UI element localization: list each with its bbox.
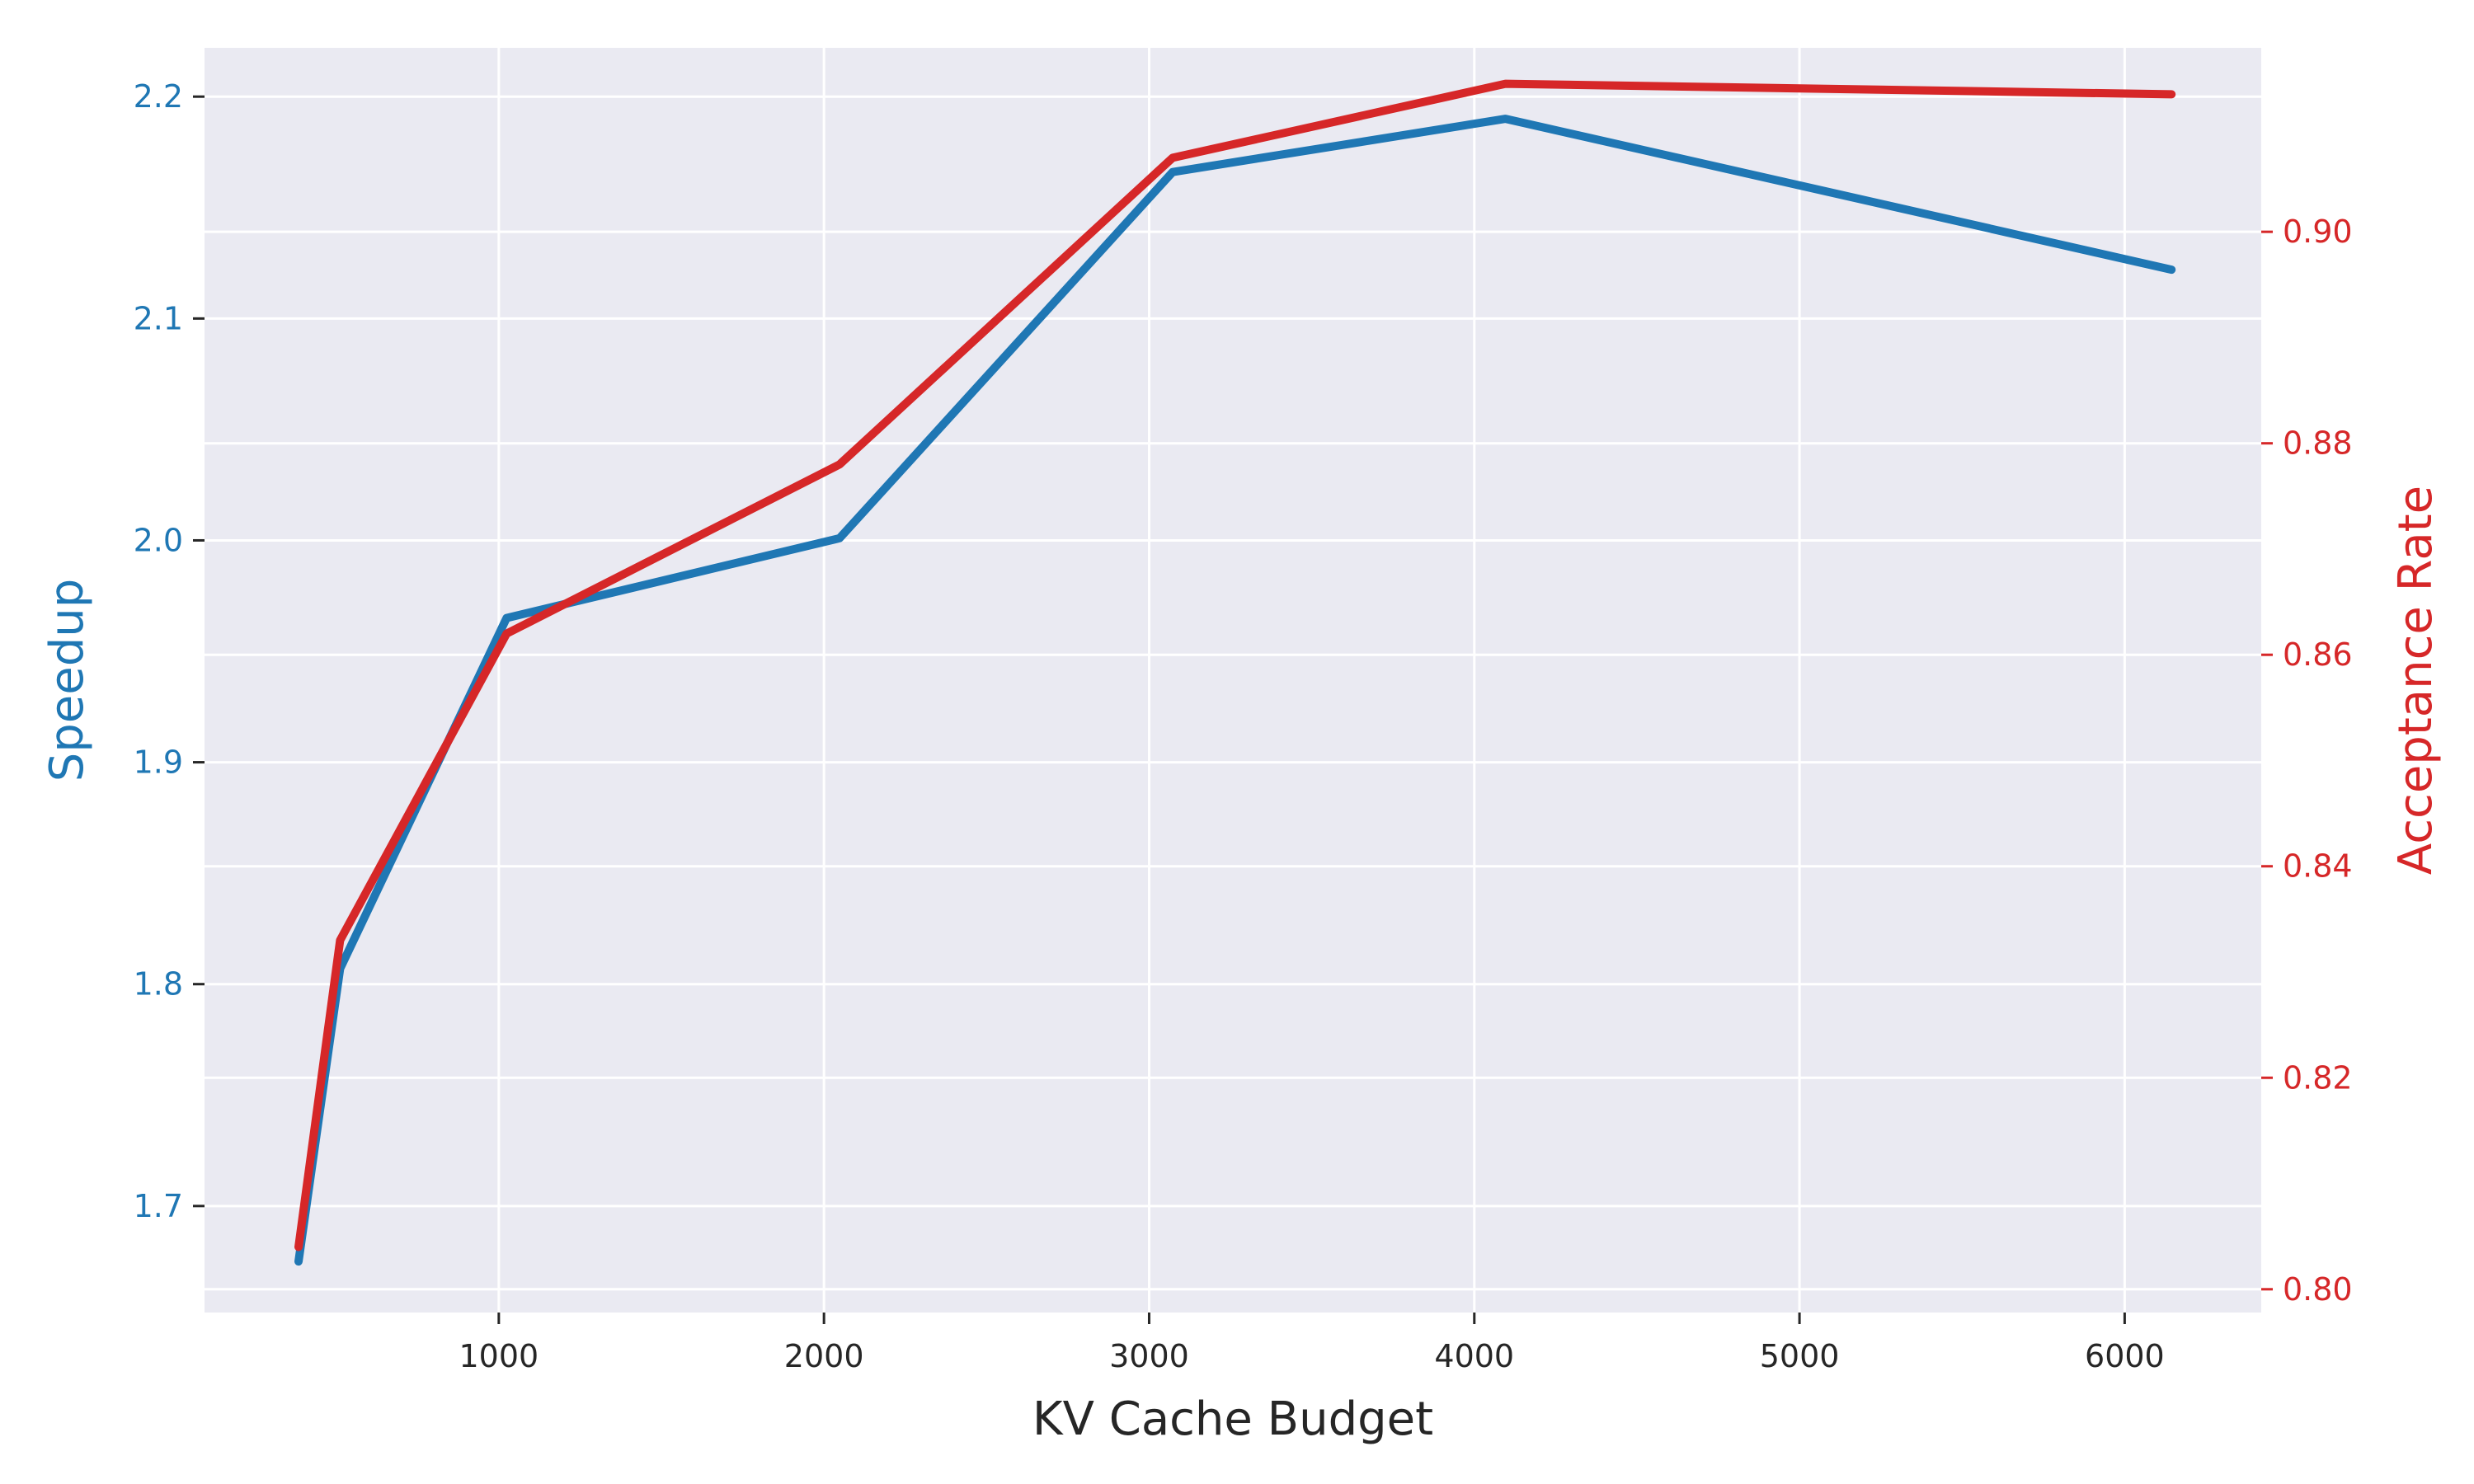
left-y-axis-title: Speedup [40,579,94,782]
right-y-tick-label: 0.82 [2283,1059,2353,1096]
left-y-tick-label: 1.7 [134,1188,183,1224]
right-y-tick-label: 0.86 [2283,636,2353,673]
acceptance-rate-series-line [294,79,2176,1252]
left-y-tick-label: 2.0 [134,522,183,558]
x-tick-label: 4000 [1434,1338,1514,1374]
x-axis-title: KV Cache Budget [1032,1392,1433,1446]
axis-ticks: 1000 2000 3000 4000 5000 6000 1.7 1.8 1.9 2.0 2.1 2… [134,78,2353,1374]
x-tick-label: 2000 [784,1338,864,1374]
x-tick-label: 5000 [1760,1338,1840,1374]
left-y-tick-label: 2.1 [134,300,183,336]
left-y-tick-label: 1.8 [134,966,183,1003]
x-tick-label: 6000 [2085,1338,2165,1374]
right-y-tick-label: 0.80 [2283,1271,2353,1308]
left-y-tick-label: 2.2 [134,78,183,115]
right-y-tick-label: 0.84 [2283,848,2353,885]
series-lines [294,79,2176,1266]
right-y-tick-label: 0.90 [2283,214,2353,250]
right-y-axis-title: Acceptance Rate [2389,486,2443,875]
plot-background [205,48,2261,1313]
x-tick-label: 3000 [1109,1338,1189,1374]
left-y-tick-label: 1.9 [134,744,183,781]
right-y-tick-label: 0.88 [2283,425,2353,462]
x-tick-label: 1000 [459,1338,539,1374]
